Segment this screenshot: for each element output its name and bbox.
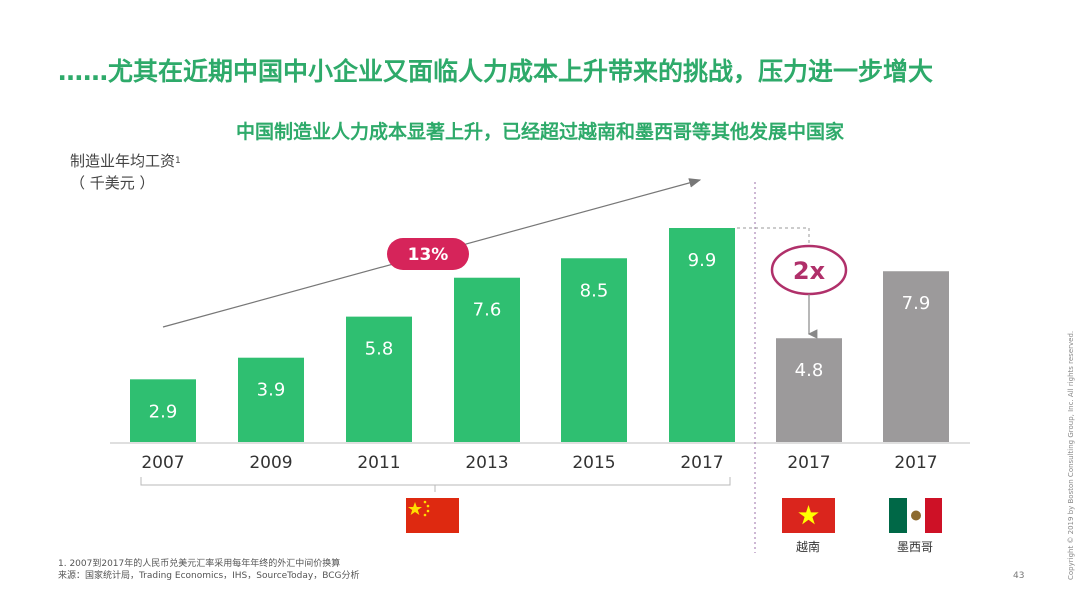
unit-label-line1: 制造业年均工资	[70, 152, 176, 170]
china-flag-field	[406, 498, 459, 533]
bar-2017-7	[883, 271, 949, 442]
page-number: 43	[1013, 571, 1025, 581]
mexico-flag-green	[889, 498, 907, 533]
china-flag-small-star	[426, 504, 430, 508]
bar-2013-3	[454, 277, 520, 442]
bar-value-label: 8.5	[580, 280, 609, 301]
unit-label-line2: （ 千美元 ）	[70, 174, 155, 192]
mexico-flag-red	[925, 498, 942, 533]
china-group-bracket	[140, 477, 731, 486]
bar-value-label: 7.9	[902, 293, 931, 314]
headline: ……尤其在近期中国中小企业又面临人力成本上升带来的挑战，压力进一步增大	[58, 57, 934, 86]
unit-label: 制造业年均工资1 （ 千美元 ）	[70, 150, 181, 194]
x-tick-label: 2017	[680, 453, 723, 473]
x-tick-label: 2017	[894, 453, 937, 473]
bar-2009-1	[238, 357, 304, 442]
vietnam-flag-star	[798, 505, 819, 525]
bar-2015-4	[561, 258, 627, 442]
bar-value-label: 9.9	[688, 250, 717, 271]
chart-subtitle: 中国制造业人力成本显著上升，已经超过越南和墨西哥等其他发展中国家	[235, 121, 844, 143]
vietnam-flag-icon	[782, 498, 835, 533]
x-tick-label: 2007	[141, 453, 184, 473]
bar-value-label: 2.9	[149, 401, 178, 422]
bar-2011-2	[346, 316, 412, 442]
bars-layer: 2.9 2007 3.9 2009 5.8 2011 7.6 2013 8.5 2015 9.9 20…	[110, 228, 970, 473]
annotation-layer: 13% 2x 越南 墨西哥	[140, 178, 942, 554]
mexico-flag-icon	[889, 498, 942, 533]
comparison-connector	[737, 227, 810, 244]
mexico-label: 墨西哥	[897, 540, 933, 554]
bar-2007-0	[130, 379, 196, 442]
x-tick-label: 2009	[249, 453, 292, 473]
mexico-flag-emblem	[911, 510, 921, 521]
copyright-notice: Copyright © 2019 by Boston Consulting Gr…	[1067, 330, 1075, 580]
footnote-line-1: 1. 2007到2017年的人民币兑美元汇率采用每年年终的外汇中间价换算	[58, 559, 341, 569]
ratio-label: 2x	[793, 257, 826, 285]
unit-label-footnote-ref: 1	[175, 156, 181, 166]
bar-value-label: 4.8	[795, 360, 824, 381]
x-tick-label: 2015	[572, 453, 615, 473]
china-flag-icon	[406, 498, 459, 533]
x-tick-label: 2011	[357, 453, 400, 473]
footnote-source: 来源：国家统计局，Trading Economics，IHS，SourceTod…	[58, 571, 360, 581]
china-flag-big-star	[408, 502, 422, 515]
bar-2017-5	[669, 228, 735, 442]
x-tick-label: 2017	[787, 453, 830, 473]
china-flag-small-star	[426, 509, 430, 513]
bar-2017-6	[776, 338, 842, 442]
cagr-badge-label: 13%	[408, 245, 449, 265]
bar-value-label: 5.8	[365, 339, 394, 360]
china-flag-small-star	[423, 500, 427, 504]
vietnam-label: 越南	[796, 539, 820, 554]
bar-value-label: 3.9	[257, 380, 286, 401]
bar-value-label: 7.6	[473, 300, 502, 321]
x-tick-label: 2013	[465, 453, 508, 473]
china-flag-small-star	[423, 513, 427, 517]
cagr-badge	[387, 238, 469, 270]
footnote: 1. 2007到2017年的人民币兑美元汇率采用每年年终的外汇中间价换算 来源：…	[58, 558, 360, 582]
